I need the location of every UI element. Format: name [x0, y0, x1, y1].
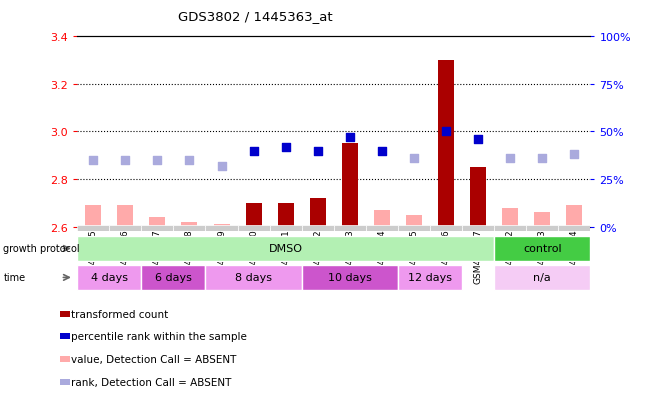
Text: value, Detection Call = ABSENT: value, Detection Call = ABSENT: [71, 354, 237, 364]
Point: [473, 136, 484, 143]
FancyBboxPatch shape: [142, 225, 173, 231]
FancyBboxPatch shape: [334, 225, 366, 231]
Text: percentile rank within the sample: percentile rank within the sample: [71, 332, 247, 342]
Point: [248, 148, 259, 154]
Text: control: control: [523, 244, 562, 254]
Point: [409, 155, 419, 162]
Point: [441, 129, 452, 135]
Text: 8 days: 8 days: [235, 273, 272, 283]
Text: DMSO: DMSO: [268, 244, 303, 254]
Bar: [534, 213, 550, 227]
Bar: [117, 206, 134, 227]
FancyBboxPatch shape: [109, 225, 142, 231]
Bar: [246, 204, 262, 227]
Point: [184, 157, 195, 164]
FancyBboxPatch shape: [398, 266, 462, 290]
Point: [569, 152, 580, 158]
Bar: [470, 168, 486, 227]
Point: [152, 157, 163, 164]
Text: 6 days: 6 days: [155, 273, 192, 283]
FancyBboxPatch shape: [495, 237, 590, 261]
Point: [313, 148, 323, 154]
FancyBboxPatch shape: [462, 225, 495, 231]
Bar: [278, 204, 294, 227]
FancyBboxPatch shape: [173, 225, 205, 231]
Text: 10 days: 10 days: [328, 273, 372, 283]
Bar: [406, 215, 422, 227]
FancyBboxPatch shape: [205, 266, 302, 290]
Bar: [181, 222, 197, 227]
Point: [280, 144, 291, 151]
Point: [88, 157, 99, 164]
Bar: [438, 61, 454, 227]
FancyBboxPatch shape: [495, 225, 526, 231]
FancyBboxPatch shape: [495, 266, 590, 290]
Bar: [150, 218, 165, 227]
Point: [505, 155, 515, 162]
Text: 12 days: 12 days: [408, 273, 452, 283]
Point: [376, 148, 387, 154]
FancyBboxPatch shape: [77, 225, 109, 231]
Bar: [503, 208, 518, 227]
Point: [120, 157, 131, 164]
FancyBboxPatch shape: [270, 225, 302, 231]
Bar: [342, 144, 358, 227]
Text: rank, Detection Call = ABSENT: rank, Detection Call = ABSENT: [71, 377, 231, 387]
FancyBboxPatch shape: [366, 225, 398, 231]
Point: [216, 163, 227, 170]
FancyBboxPatch shape: [558, 225, 590, 231]
FancyBboxPatch shape: [430, 225, 462, 231]
Text: transformed count: transformed count: [71, 309, 168, 319]
Bar: [566, 206, 582, 227]
FancyBboxPatch shape: [77, 266, 142, 290]
FancyBboxPatch shape: [77, 237, 495, 261]
Point: [537, 155, 548, 162]
FancyBboxPatch shape: [142, 266, 205, 290]
FancyBboxPatch shape: [302, 266, 398, 290]
Text: 4 days: 4 days: [91, 273, 127, 283]
FancyBboxPatch shape: [238, 225, 270, 231]
Bar: [85, 206, 101, 227]
FancyBboxPatch shape: [526, 225, 558, 231]
Point: [344, 135, 355, 141]
Text: n/a: n/a: [533, 273, 552, 283]
FancyBboxPatch shape: [302, 225, 334, 231]
Bar: [374, 211, 390, 227]
FancyBboxPatch shape: [205, 225, 238, 231]
Text: time: time: [3, 273, 25, 283]
Text: GDS3802 / 1445363_at: GDS3802 / 1445363_at: [178, 10, 332, 23]
Text: growth protocol: growth protocol: [3, 244, 80, 254]
Bar: [213, 225, 229, 227]
FancyBboxPatch shape: [398, 225, 430, 231]
Bar: [310, 199, 326, 227]
